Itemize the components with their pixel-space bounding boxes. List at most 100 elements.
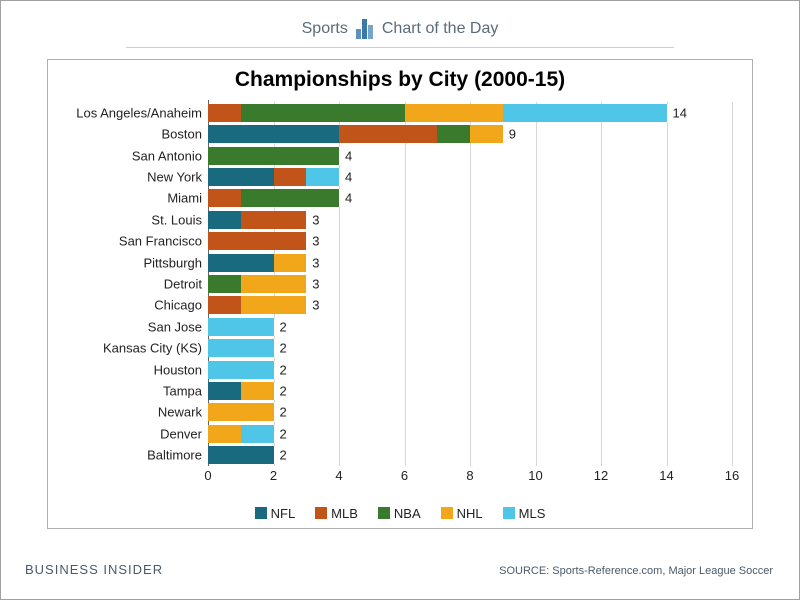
y-category-label: Pittsburgh	[143, 256, 202, 269]
bar-row: Baltimore2	[208, 445, 732, 466]
bar-segment-mlb	[339, 125, 438, 143]
legend-item-nfl: NFL	[255, 506, 296, 521]
bar-total-label: 4	[345, 191, 352, 206]
bar-segment-nba	[241, 104, 406, 122]
bar-stack	[208, 125, 732, 143]
bar-total-label: 2	[280, 362, 287, 377]
legend-label: NHL	[457, 506, 483, 521]
bar-stack	[208, 211, 732, 229]
bar-row: San Francisco3	[208, 230, 732, 251]
x-tick-label: 14	[659, 468, 673, 483]
bar-stack	[208, 254, 732, 272]
x-tick-label: 4	[335, 468, 342, 483]
y-category-label: New York	[147, 170, 202, 183]
bar-row: Detroit3	[208, 273, 732, 294]
y-category-label: Detroit	[164, 277, 202, 290]
y-category-label: Baltimore	[147, 449, 202, 462]
bar-segment-nhl	[241, 296, 308, 314]
bar-stack	[208, 296, 732, 314]
y-category-label: Denver	[160, 427, 202, 440]
y-category-label: Houston	[154, 363, 202, 376]
bar-segment-mls	[208, 339, 275, 357]
chart-panel: Championships by City (2000-15) Los Ange…	[47, 59, 753, 529]
bar-segment-nba	[208, 275, 242, 293]
bar-stack	[208, 147, 732, 165]
bar-total-label: 3	[312, 298, 319, 313]
bar-total-label: 3	[312, 234, 319, 249]
bar-stack	[208, 168, 732, 186]
bar-total-label: 2	[280, 405, 287, 420]
bar-segment-mls	[241, 425, 275, 443]
bar-segment-nfl	[208, 446, 275, 464]
bar-segment-nba	[437, 125, 471, 143]
bar-segment-mls	[208, 361, 275, 379]
bar-segment-mlb	[241, 211, 308, 229]
bar-segment-mlb	[208, 296, 242, 314]
bar-segment-nfl	[208, 382, 242, 400]
bar-total-label: 2	[280, 341, 287, 356]
bar-total-label: 2	[280, 448, 287, 463]
bar-segment-mls	[503, 104, 668, 122]
bar-segment-nhl	[470, 125, 504, 143]
bar-segment-nhl	[241, 275, 308, 293]
bar-row: San Jose2	[208, 316, 732, 337]
bar-total-label: 2	[280, 319, 287, 334]
legend: NFL MLB NBA NHL MLS	[48, 506, 752, 523]
y-category-label: Tampa	[163, 385, 202, 398]
bar-row: New York4	[208, 166, 732, 187]
bar-total-label: 3	[312, 255, 319, 270]
bar-segment-nfl	[208, 125, 340, 143]
legend-label: MLS	[519, 506, 546, 521]
legend-label: NBA	[394, 506, 421, 521]
bar-segment-nfl	[208, 211, 242, 229]
bar-segment-mlb	[274, 168, 308, 186]
bar-total-label: 9	[509, 127, 516, 142]
bar-row: Tampa2	[208, 380, 732, 401]
legend-swatch	[315, 507, 327, 519]
bar-row: Boston9	[208, 123, 732, 144]
bar-total-label: 4	[345, 169, 352, 184]
legend-item-mlb: MLB	[315, 506, 358, 521]
source-line: SOURCE: Sports-Reference.com, Major Leag…	[499, 565, 773, 577]
frame: Sports Chart of the Day Championships by…	[0, 0, 800, 600]
publisher-word-b: INSIDER	[103, 562, 163, 577]
legend-swatch	[503, 507, 515, 519]
bar-segment-nhl	[208, 425, 242, 443]
x-tick-label: 10	[528, 468, 542, 483]
bar-total-label: 14	[673, 105, 687, 120]
x-tick-label: 16	[725, 468, 739, 483]
x-tick-label: 8	[466, 468, 473, 483]
y-category-label: Los Angeles/Anaheim	[76, 106, 202, 119]
bar-stack	[208, 104, 732, 122]
legend-label: NFL	[271, 506, 296, 521]
brand-left: Sports	[302, 15, 348, 43]
x-tick-label: 2	[270, 468, 277, 483]
bar-stack	[208, 232, 732, 250]
y-category-label: Miami	[167, 192, 202, 205]
bar-total-label: 3	[312, 212, 319, 227]
bar-segment-nhl	[274, 254, 308, 272]
y-category-label: San Francisco	[119, 235, 202, 248]
bar-row: Chicago3	[208, 295, 732, 316]
bar-row: Denver2	[208, 423, 732, 444]
bar-segment-nhl	[405, 104, 504, 122]
y-category-label: Kansas City (KS)	[103, 342, 202, 355]
bar-row: San Antonio4	[208, 145, 732, 166]
y-category-label: San Jose	[148, 320, 202, 333]
bar-segment-mls	[208, 318, 275, 336]
y-category-label: San Antonio	[132, 149, 202, 162]
bar-segment-nba	[241, 189, 340, 207]
publisher: BUSINESS INSIDER	[25, 562, 163, 577]
bar-total-label: 2	[280, 384, 287, 399]
legend-swatch	[441, 507, 453, 519]
bar-segment-mlb	[208, 189, 242, 207]
bar-row: Los Angeles/Anaheim14	[208, 102, 732, 123]
bar-segment-nfl	[208, 254, 275, 272]
legend-item-mls: MLS	[503, 506, 546, 521]
bar-segment-nba	[208, 147, 340, 165]
bar-segment-mls	[306, 168, 340, 186]
bar-row: St. Louis3	[208, 209, 732, 230]
bar-stack	[208, 189, 732, 207]
bar-total-label: 4	[345, 148, 352, 163]
brand-right: Chart of the Day	[382, 15, 499, 43]
